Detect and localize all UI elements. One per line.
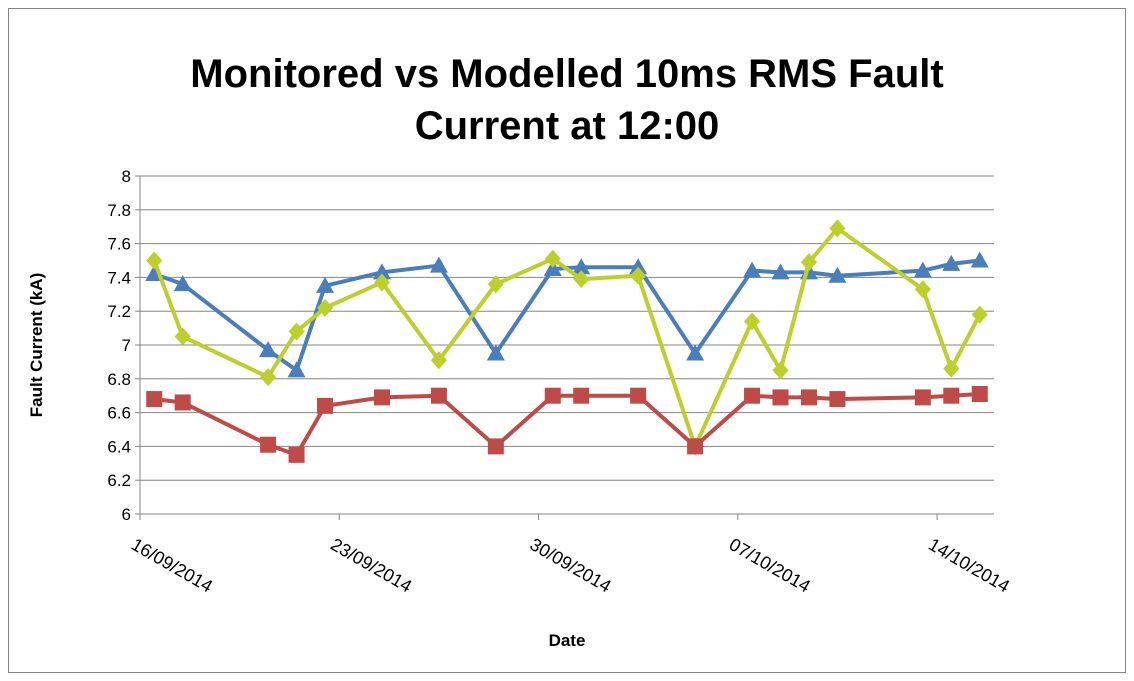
marker bbox=[943, 387, 960, 404]
marker bbox=[914, 389, 931, 406]
x-tick-label: 23/09/2014 bbox=[327, 534, 415, 596]
y-tick-label: 6.6 bbox=[107, 404, 131, 423]
marker bbox=[430, 351, 447, 370]
y-tick-label: 7 bbox=[122, 336, 131, 355]
marker bbox=[317, 298, 334, 317]
marker bbox=[260, 436, 277, 453]
marker bbox=[146, 391, 163, 408]
marker bbox=[828, 266, 847, 283]
y-tick-label: 6.8 bbox=[107, 370, 131, 389]
y-tick-label: 6.2 bbox=[107, 471, 131, 490]
y-tick-label: 7.6 bbox=[107, 235, 131, 254]
marker bbox=[146, 251, 163, 270]
x-tick-label: 16/09/2014 bbox=[128, 534, 216, 596]
marker bbox=[629, 258, 648, 275]
y-tick-label: 8 bbox=[122, 167, 131, 186]
marker bbox=[373, 273, 390, 292]
marker bbox=[544, 387, 561, 404]
marker bbox=[687, 438, 704, 455]
chart-frame bbox=[8, 8, 1126, 673]
marker bbox=[317, 397, 334, 414]
marker bbox=[772, 389, 789, 406]
marker bbox=[743, 261, 762, 278]
marker bbox=[259, 341, 278, 358]
marker bbox=[772, 361, 789, 380]
marker bbox=[800, 253, 817, 272]
marker bbox=[573, 387, 590, 404]
y-axis-label: Fault Current (kA) bbox=[27, 273, 46, 418]
y-tick-label: 6.4 bbox=[107, 437, 131, 456]
x-tick-label: 30/09/2014 bbox=[527, 534, 615, 596]
y-tick-label: 7.8 bbox=[107, 201, 131, 220]
x-tick-label: 14/10/2014 bbox=[925, 534, 1013, 596]
marker bbox=[744, 312, 761, 331]
series-line bbox=[153, 392, 980, 457]
marker bbox=[914, 280, 931, 299]
marker bbox=[316, 276, 335, 293]
x-tick-label: 07/10/2014 bbox=[726, 534, 814, 596]
marker bbox=[430, 387, 447, 404]
marker bbox=[174, 327, 191, 346]
chart-title: Monitored vs Modelled 10ms RMS Fault Cur… bbox=[190, 52, 944, 148]
marker bbox=[288, 446, 305, 463]
marker bbox=[429, 256, 448, 273]
marker bbox=[942, 254, 961, 271]
y-tick-label: 6 bbox=[122, 505, 131, 524]
marker bbox=[800, 389, 817, 406]
y-tick-label: 7.4 bbox=[107, 268, 131, 287]
marker bbox=[572, 258, 591, 275]
marker bbox=[829, 391, 846, 408]
marker bbox=[486, 344, 505, 361]
marker bbox=[173, 275, 192, 292]
marker bbox=[829, 219, 846, 238]
marker bbox=[287, 361, 306, 378]
marker bbox=[174, 394, 191, 411]
marker bbox=[544, 249, 561, 268]
marker bbox=[543, 259, 562, 276]
marker bbox=[288, 322, 305, 341]
marker bbox=[630, 266, 647, 285]
marker bbox=[971, 386, 988, 403]
marker bbox=[487, 275, 504, 294]
marker bbox=[260, 368, 277, 387]
marker bbox=[487, 438, 504, 455]
marker bbox=[970, 251, 989, 268]
marker bbox=[744, 387, 761, 404]
marker bbox=[686, 344, 705, 361]
series-line bbox=[152, 226, 982, 449]
marker bbox=[913, 261, 932, 278]
marker bbox=[630, 387, 647, 404]
marker bbox=[573, 270, 590, 289]
marker bbox=[771, 263, 790, 280]
marker bbox=[372, 263, 391, 280]
marker bbox=[971, 305, 988, 324]
marker bbox=[943, 359, 960, 378]
y-tick-label: 7.2 bbox=[107, 302, 131, 321]
marker bbox=[373, 389, 390, 406]
x-axis-label: Date bbox=[549, 631, 586, 650]
